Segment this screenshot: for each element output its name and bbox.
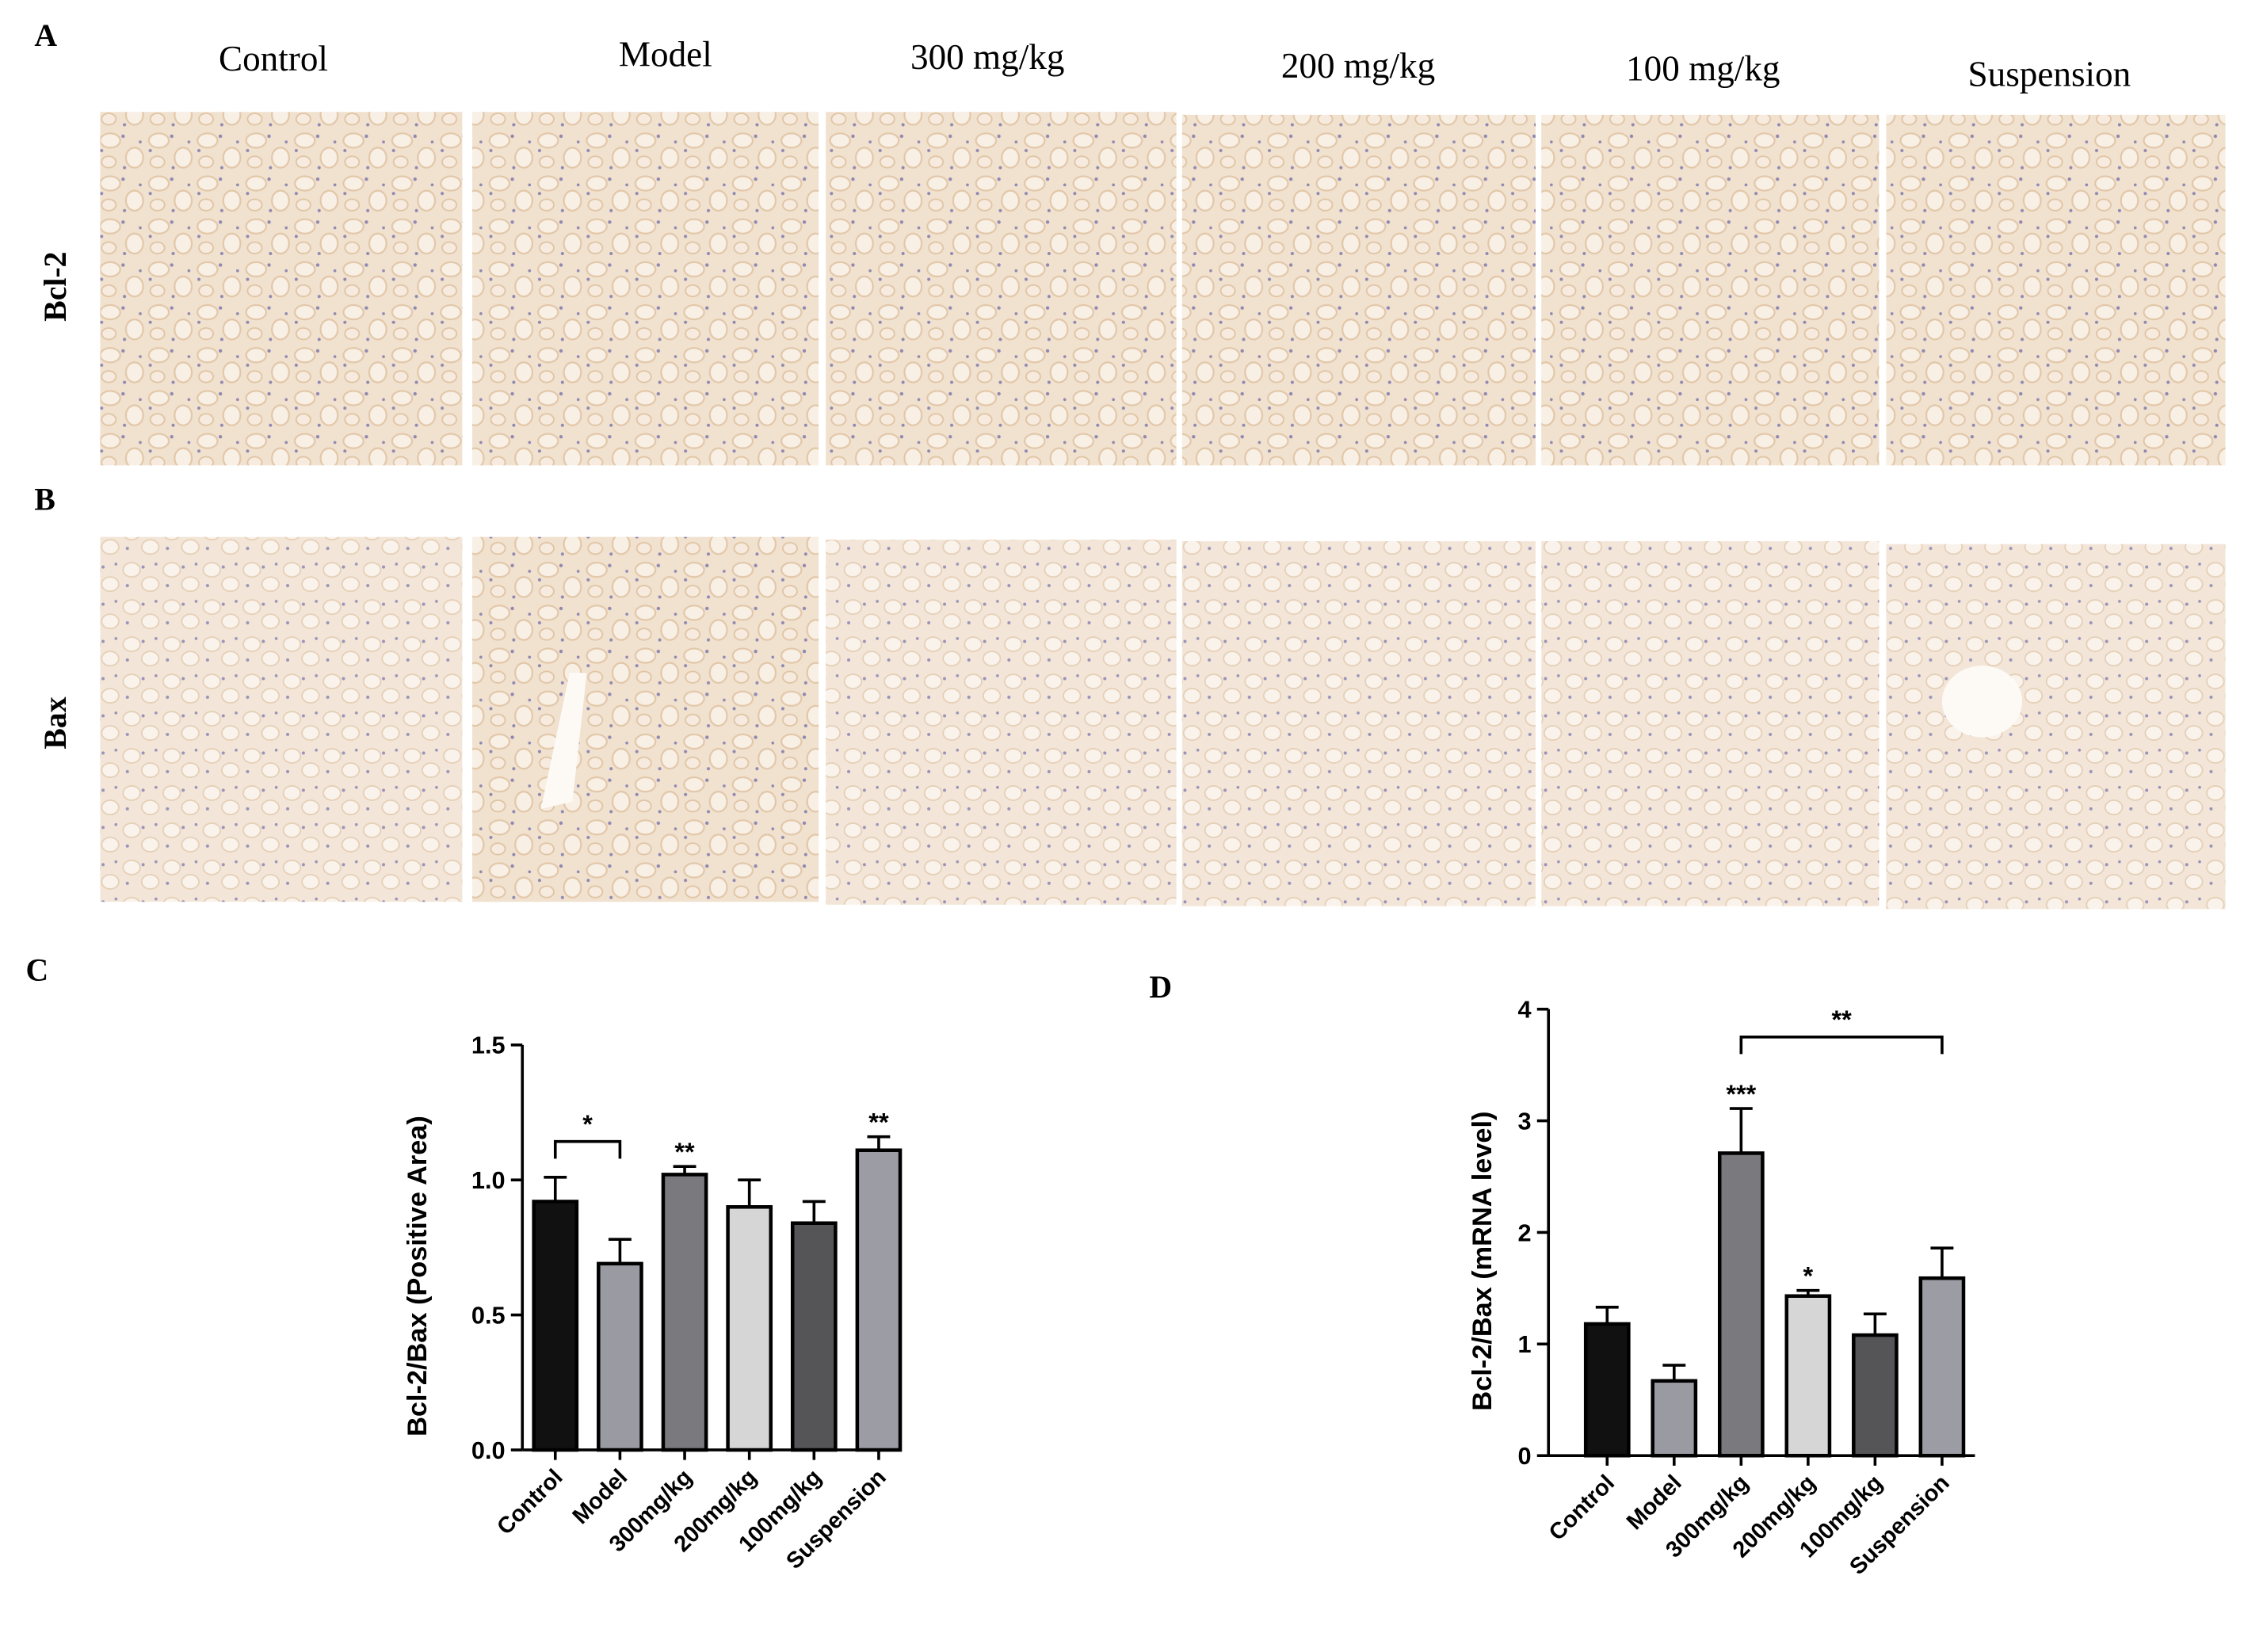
panel-label: B — [34, 482, 55, 517]
micrograph — [100, 112, 463, 466]
micrographs — [100, 112, 2226, 910]
column-header: Suspension — [1968, 55, 2131, 94]
bar — [1918, 1276, 1966, 1458]
bar — [532, 1200, 579, 1452]
micrograph — [826, 540, 1177, 905]
bar — [855, 1148, 903, 1452]
bar — [1717, 1151, 1765, 1458]
bar — [661, 1173, 708, 1452]
y-axis-label: Bcl-2/Bax (Positive Area) — [403, 1116, 433, 1436]
x-tick-label: Control — [492, 1464, 567, 1539]
micrograph — [1886, 114, 2226, 466]
significance-label: *** — [1726, 1080, 1756, 1108]
bar-chart: 0.0 0.5 1.0 1.5 Bcl-2/Bax (Positive Area) Con… — [403, 1032, 903, 1574]
column-header: 300 mg/kg — [910, 37, 1064, 77]
y-tick-label: 4 — [1517, 996, 1531, 1024]
y-tick-label: 1 — [1517, 1330, 1531, 1358]
micrograph — [1541, 541, 1880, 906]
bar — [790, 1221, 838, 1452]
significance-label: * — [1803, 1261, 1814, 1290]
row-label: Bcl-2 — [38, 251, 73, 321]
micrograph — [1541, 114, 1880, 466]
micrograph — [100, 536, 463, 902]
x-tick-label: Control — [1544, 1471, 1620, 1546]
y-tick-label: 0.5 — [471, 1301, 506, 1329]
panel-label: A — [34, 18, 57, 53]
y-tick-label: 0.0 — [471, 1436, 506, 1464]
bar — [1583, 1322, 1631, 1458]
bar — [1784, 1294, 1832, 1458]
micrograph — [472, 536, 819, 902]
bar — [597, 1261, 643, 1452]
panel-label: C — [26, 953, 49, 988]
micrograph — [472, 112, 819, 466]
significance-bracket — [1739, 1035, 1944, 1055]
column-header: Control — [219, 39, 328, 78]
lumen — [540, 673, 587, 809]
significance-label: * — [582, 1110, 593, 1139]
x-tick-label: Model — [1622, 1471, 1687, 1536]
y-tick-label: 1.0 — [471, 1166, 506, 1194]
panel-label: D — [1149, 970, 1172, 1005]
significance-label: ** — [674, 1138, 695, 1166]
column-header: 200 mg/kg — [1281, 46, 1435, 86]
bar — [726, 1205, 773, 1452]
bar — [1651, 1379, 1698, 1458]
y-tick-label: 0 — [1517, 1442, 1531, 1470]
y-tick-label: 2 — [1517, 1219, 1531, 1246]
micrograph — [1181, 541, 1536, 906]
y-tick-label: 3 — [1517, 1107, 1531, 1135]
column-header: 100 mg/kg — [1626, 49, 1780, 89]
lumen — [1941, 666, 2023, 738]
significance-label: ** — [1831, 1005, 1852, 1034]
y-axis-label: Bcl-2/Bax (mRNA level) — [1467, 1112, 1498, 1411]
significance-bracket — [553, 1139, 622, 1159]
significance-label: ** — [868, 1108, 889, 1136]
bar — [1852, 1333, 1899, 1458]
micrograph — [1181, 114, 1536, 466]
micrograph — [826, 112, 1177, 466]
column-header: Model — [619, 34, 712, 74]
row-label: Bax — [38, 696, 73, 749]
micrograph — [1886, 544, 2226, 910]
y-tick-label: 1.5 — [471, 1032, 506, 1059]
